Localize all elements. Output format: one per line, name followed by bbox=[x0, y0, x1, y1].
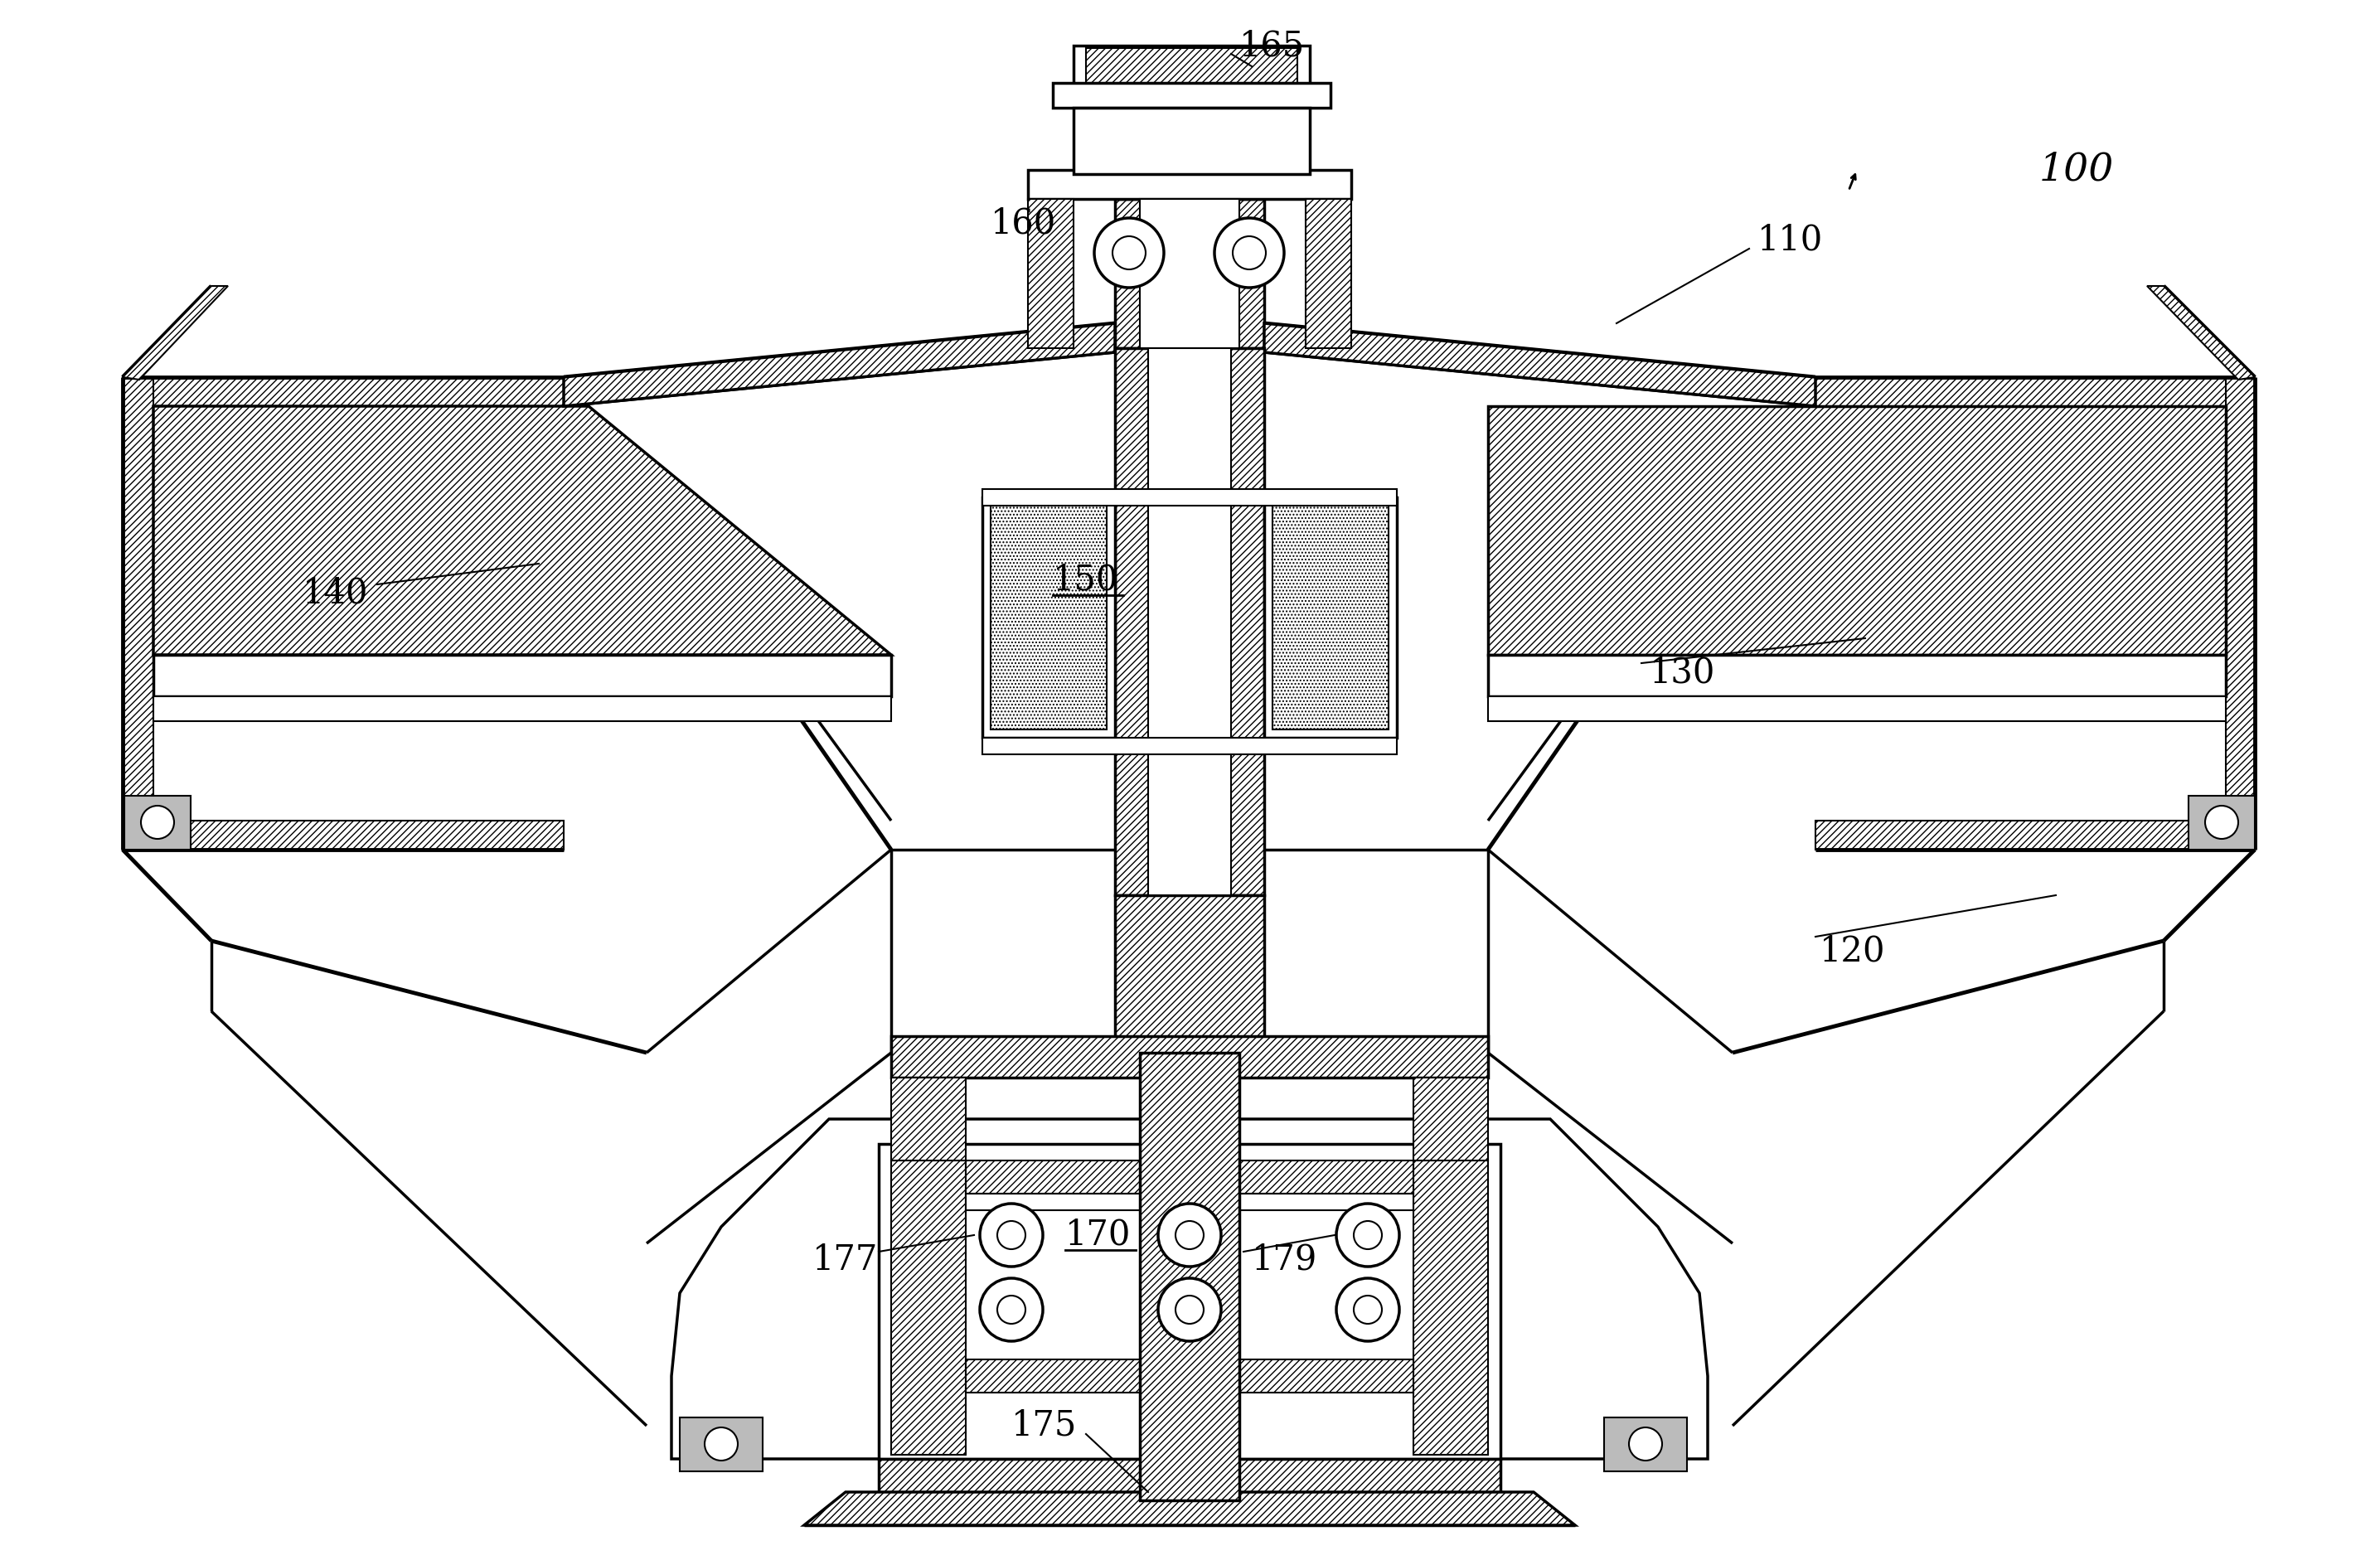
Polygon shape bbox=[1264, 324, 1816, 407]
Polygon shape bbox=[152, 654, 890, 696]
Polygon shape bbox=[124, 377, 564, 407]
Polygon shape bbox=[1264, 498, 1397, 737]
Polygon shape bbox=[124, 820, 564, 850]
Polygon shape bbox=[966, 1360, 1414, 1393]
Circle shape bbox=[1214, 218, 1285, 288]
Polygon shape bbox=[152, 696, 890, 721]
Polygon shape bbox=[983, 488, 1397, 505]
Polygon shape bbox=[890, 1161, 966, 1455]
Text: 165: 165 bbox=[1240, 28, 1304, 63]
Polygon shape bbox=[1414, 1078, 1488, 1161]
Circle shape bbox=[2206, 806, 2237, 839]
Polygon shape bbox=[890, 850, 1488, 1053]
Circle shape bbox=[1111, 236, 1145, 269]
Text: 120: 120 bbox=[1821, 934, 1885, 969]
Text: 179: 179 bbox=[1252, 1243, 1319, 1277]
Polygon shape bbox=[1028, 199, 1073, 347]
Bar bbox=[124, 795, 190, 850]
Polygon shape bbox=[1085, 49, 1297, 83]
Circle shape bbox=[1095, 218, 1164, 288]
Text: 170: 170 bbox=[1066, 1218, 1130, 1252]
Circle shape bbox=[1354, 1296, 1383, 1324]
Bar bbox=[681, 1418, 762, 1471]
Polygon shape bbox=[1307, 199, 1352, 347]
Polygon shape bbox=[1028, 171, 1352, 199]
Polygon shape bbox=[564, 324, 1114, 407]
Polygon shape bbox=[890, 1078, 966, 1161]
Bar bbox=[1604, 1418, 1687, 1471]
Circle shape bbox=[1354, 1221, 1383, 1249]
Polygon shape bbox=[1073, 45, 1309, 88]
Circle shape bbox=[997, 1221, 1026, 1249]
Circle shape bbox=[704, 1427, 738, 1460]
Polygon shape bbox=[1147, 347, 1230, 895]
Polygon shape bbox=[152, 407, 890, 654]
Circle shape bbox=[1233, 236, 1266, 269]
Circle shape bbox=[1335, 1203, 1399, 1266]
Circle shape bbox=[1159, 1203, 1221, 1266]
Text: 100: 100 bbox=[2040, 152, 2113, 189]
Polygon shape bbox=[1816, 377, 2254, 407]
Polygon shape bbox=[1488, 407, 2225, 654]
Polygon shape bbox=[966, 1194, 1414, 1210]
Bar bbox=[2190, 795, 2254, 850]
Polygon shape bbox=[1114, 199, 1264, 347]
Polygon shape bbox=[2147, 286, 2254, 380]
Polygon shape bbox=[1073, 108, 1309, 174]
Circle shape bbox=[1628, 1427, 1661, 1460]
Circle shape bbox=[997, 1296, 1026, 1324]
Circle shape bbox=[140, 806, 174, 839]
Polygon shape bbox=[1114, 895, 1264, 1053]
Polygon shape bbox=[1414, 1161, 1488, 1455]
Circle shape bbox=[1335, 1279, 1399, 1341]
Polygon shape bbox=[890, 1036, 1488, 1078]
Polygon shape bbox=[983, 737, 1397, 754]
Polygon shape bbox=[878, 1459, 1499, 1501]
Polygon shape bbox=[124, 286, 228, 380]
Text: 160: 160 bbox=[990, 207, 1057, 241]
Text: 175: 175 bbox=[1012, 1408, 1078, 1443]
Polygon shape bbox=[1488, 696, 2225, 721]
Polygon shape bbox=[1273, 505, 1388, 729]
Circle shape bbox=[1159, 1279, 1221, 1341]
Circle shape bbox=[981, 1279, 1042, 1341]
Polygon shape bbox=[966, 1161, 1414, 1194]
Polygon shape bbox=[1114, 347, 1264, 895]
Polygon shape bbox=[1140, 199, 1240, 347]
Polygon shape bbox=[1488, 654, 2225, 696]
Circle shape bbox=[1176, 1296, 1204, 1324]
Polygon shape bbox=[804, 1491, 1576, 1526]
Polygon shape bbox=[1052, 83, 1330, 108]
Text: 130: 130 bbox=[1649, 656, 1716, 690]
Polygon shape bbox=[990, 505, 1107, 729]
Polygon shape bbox=[878, 1144, 1499, 1459]
Polygon shape bbox=[1816, 820, 2254, 850]
Text: 177: 177 bbox=[812, 1243, 878, 1277]
Polygon shape bbox=[2225, 377, 2254, 850]
Circle shape bbox=[1176, 1221, 1204, 1249]
Text: 140: 140 bbox=[302, 576, 369, 610]
Polygon shape bbox=[1140, 1053, 1240, 1501]
Text: 150: 150 bbox=[1052, 563, 1119, 598]
Text: 110: 110 bbox=[1756, 222, 1823, 258]
Circle shape bbox=[981, 1203, 1042, 1266]
Polygon shape bbox=[124, 377, 152, 850]
Polygon shape bbox=[983, 498, 1114, 737]
Polygon shape bbox=[671, 1119, 1709, 1459]
